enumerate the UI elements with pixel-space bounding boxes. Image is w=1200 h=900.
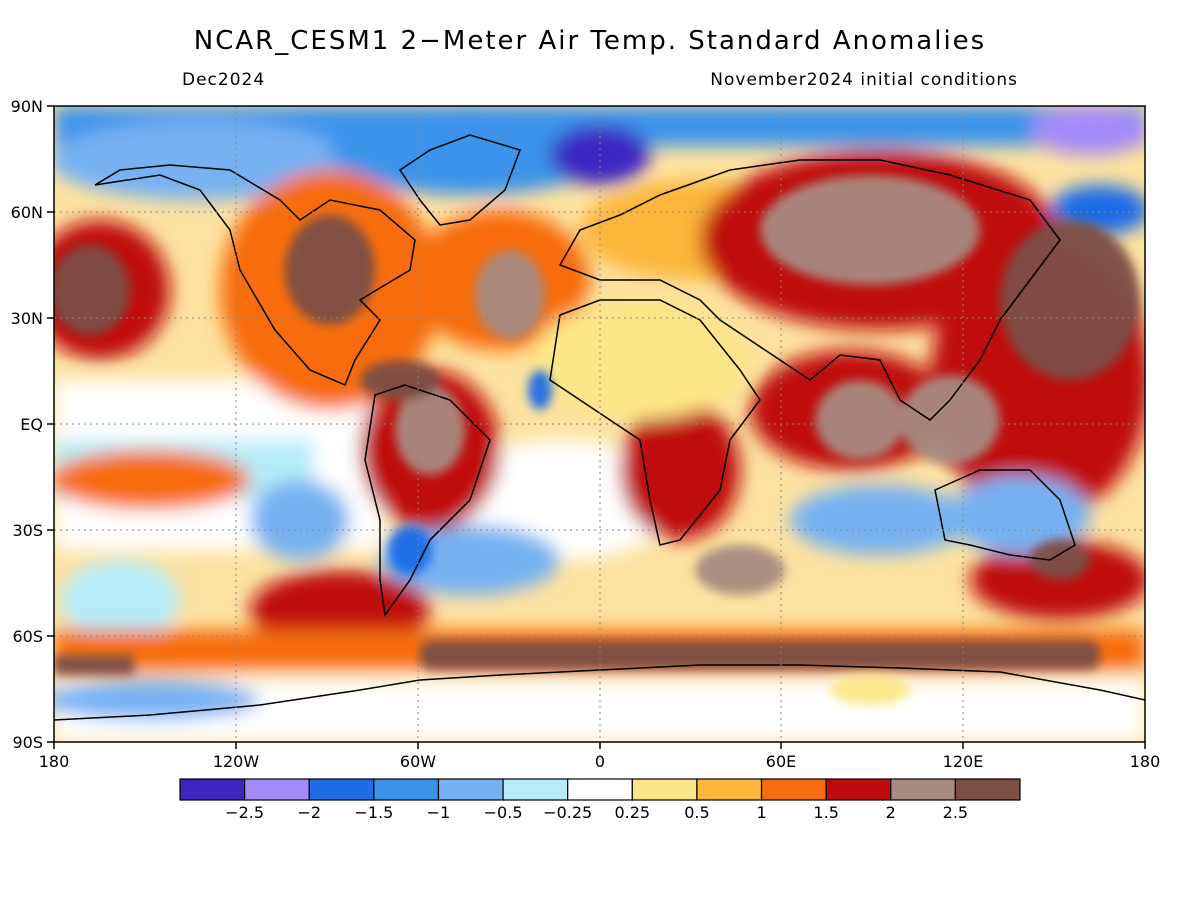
lon-label: 60E [766,752,796,771]
coastline-eurasia [558,159,1061,421]
colorbar-swatch [244,778,310,801]
colorbar-tick-label: −2.5 [225,803,264,822]
lat-label: 30N [11,309,43,328]
colorbar-swatch [760,778,827,801]
lon-label: 120E [943,752,984,771]
colorbar-swatch [179,778,246,801]
colorbar-tick-label: 1 [756,803,766,822]
colorbar: −2.5 −2 −1.5 −1 −0.5 −0.25 0.25 0.5 1 1.5 2 2.5 [179,778,1021,822]
coastline-greenland [398,134,521,226]
colorbar-swatch [825,778,892,801]
latitude-labels: 90N 60N 30N EQ 30S 60S 90S [11,97,43,752]
longitude-labels: 180 120W 60W 0 60E 120E 180 [39,752,1161,771]
lon-label: 180 [1130,752,1161,771]
colorbar-swatch [373,778,440,801]
colorbar-tick-label: 1.5 [813,803,838,822]
colorbar-tick-label: 2 [886,803,896,822]
colorbar-tick-label: −0.5 [484,803,523,822]
coastline-australia [934,469,1076,561]
lat-label: 60N [11,203,43,222]
colorbar-tick-label: 0.5 [684,803,709,822]
lon-label: 120W [213,752,260,771]
colorbar-tick-label: −1.5 [354,803,393,822]
colorbar-swatch [437,778,504,801]
lat-label: 60S [12,627,43,646]
colorbar-tick-label: 0.25 [614,803,650,822]
colorbar-tick-label: −2 [297,803,321,822]
colorbar-swatch [631,778,698,801]
lat-label: 90N [11,97,43,116]
lat-label: 90S [12,733,43,752]
coastline-africa [549,299,761,546]
colorbar-tick-label: 2.5 [943,803,968,822]
lat-label: EQ [20,415,43,434]
colorbar-swatch [502,778,569,801]
colorbar-swatch [696,778,763,801]
coastline-north-america [94,164,416,386]
lat-label: 30S [12,521,43,540]
graticule [54,106,1145,742]
colorbar-tick-label: −0.25 [543,803,592,822]
initial-conditions-label: November2024 initial conditions [710,70,1018,90]
coastline-south-america [364,384,491,617]
lon-label: 180 [39,752,70,771]
chart-title: NCAR_CESM1 2−Meter Air Temp. Standard An… [193,26,987,56]
colorbar-swatch [567,778,633,801]
colorbar-tick-label: −1 [427,803,451,822]
colorbar-swatch [890,778,956,801]
lon-label: 60W [400,752,436,771]
colorbar-swatch [954,778,1021,801]
valid-month-label: Dec2024 [182,70,266,90]
colorbar-swatch [308,778,375,801]
lon-label: 0 [595,752,605,771]
